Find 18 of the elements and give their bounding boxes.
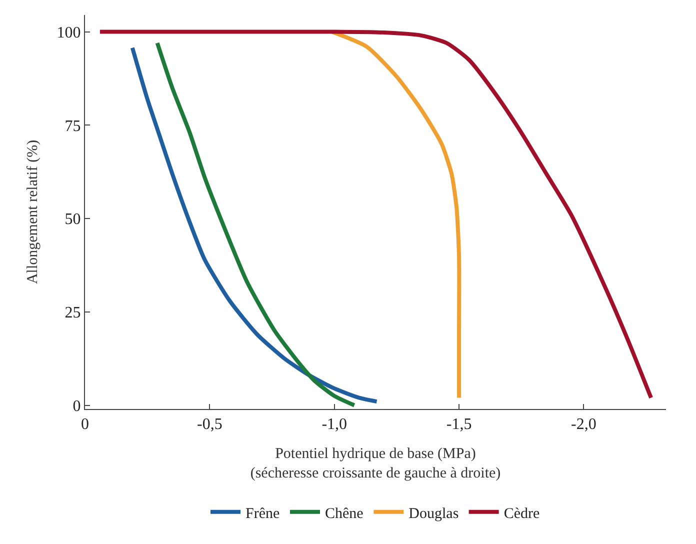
x-tick-label: -2,0 xyxy=(571,416,596,434)
x-axis-title: Potentiel hydrique de base (MPa) (sécheresse croissante de gauche à droite) xyxy=(250,446,501,482)
y-tick-label: 75 xyxy=(64,118,81,135)
y-axis-title: Allongement relatif (%) xyxy=(25,140,42,284)
x-tick-label: -1,0 xyxy=(322,416,348,434)
y-tick-label: 100 xyxy=(56,24,81,42)
line-series xyxy=(130,46,379,404)
line-series xyxy=(155,41,356,408)
y-tick-label: 50 xyxy=(64,211,81,228)
legend-label: Douglas xyxy=(408,506,459,522)
y-tick-label: 0 xyxy=(72,398,81,415)
legend-label: Chêne xyxy=(324,506,364,522)
y-tick-label: 25 xyxy=(64,304,81,322)
x-tick-label: -1,5 xyxy=(446,416,472,434)
legend-label: Frêne xyxy=(246,506,280,522)
line-series xyxy=(98,30,654,400)
x-tick-label: -0,5 xyxy=(197,416,222,434)
legend-label: Cèdre xyxy=(504,506,540,522)
